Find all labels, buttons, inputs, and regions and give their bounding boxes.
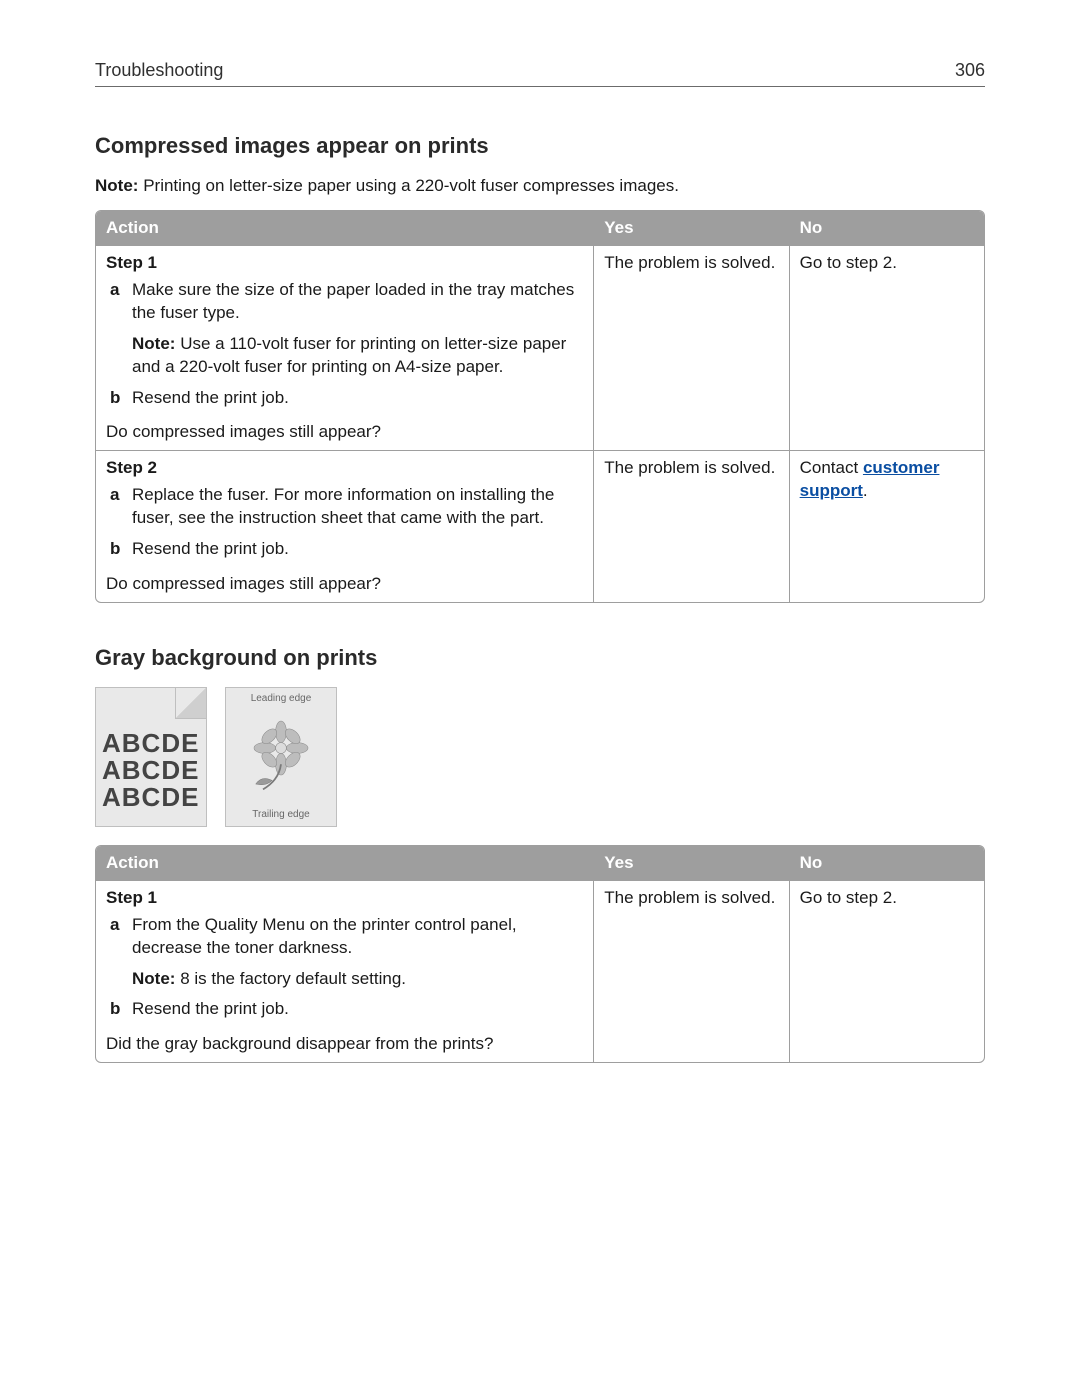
step-list: b Resend the print job. — [106, 998, 585, 1021]
item-marker: a — [106, 484, 132, 530]
item-marker: b — [106, 998, 132, 1021]
note-text: Printing on letter-size paper using a 22… — [143, 176, 679, 195]
doc-sample-text: ABCDE ABCDE ABCDE — [102, 730, 200, 812]
cell-yes: The problem is solved. — [593, 881, 788, 1063]
flower-icon — [236, 709, 326, 805]
step-title: Step 1 — [106, 252, 585, 275]
table-header-row: Action Yes No — [96, 211, 984, 246]
list-item: b Resend the print job. — [106, 538, 585, 561]
cell-no: Go to step 2. — [789, 246, 984, 451]
doc-sample-icon: ABCDE ABCDE ABCDE — [95, 687, 207, 827]
list-item: b Resend the print job. — [106, 998, 585, 1021]
cell-yes: The problem is solved. — [593, 450, 788, 602]
running-section: Troubleshooting — [95, 58, 223, 82]
no-suffix: . — [863, 481, 868, 500]
col-action: Action — [96, 211, 593, 246]
closing-question: Do compressed images still appear? — [106, 421, 585, 444]
item-text: Resend the print job. — [132, 998, 585, 1021]
note-label: Note: — [132, 969, 175, 988]
section-heading: Gray background on prints — [95, 643, 985, 673]
cell-action: Step 1 a From the Quality Menu on the pr… — [96, 881, 593, 1063]
caption-leading-edge: Leading edge — [251, 692, 312, 706]
col-yes: Yes — [593, 846, 788, 881]
list-item: b Resend the print job. — [106, 387, 585, 410]
closing-question: Do compressed images still appear? — [106, 573, 585, 596]
cell-action: Step 2 a Replace the fuser. For more inf… — [96, 450, 593, 602]
item-marker: b — [106, 387, 132, 410]
troubleshooting-table-1: Action Yes No Step 1 a Make sure the siz… — [95, 210, 985, 603]
step-list: a Make sure the size of the paper loaded… — [106, 279, 585, 325]
item-text: Make sure the size of the paper loaded i… — [132, 279, 585, 325]
col-action: Action — [96, 846, 593, 881]
no-text: Go to step 2. — [800, 888, 897, 907]
cell-no: Go to step 2. — [789, 881, 984, 1063]
caption-trailing-edge: Trailing edge — [252, 808, 309, 822]
step-title: Step 1 — [106, 887, 585, 910]
list-item: a Replace the fuser. For more informatio… — [106, 484, 585, 530]
table-header-row: Action Yes No — [96, 846, 984, 881]
cell-action: Step 1 a Make sure the size of the paper… — [96, 246, 593, 451]
item-note: Note: 8 is the factory default setting. — [132, 968, 585, 991]
step-list: a Replace the fuser. For more informatio… — [106, 484, 585, 561]
no-text: Go to step 2. — [800, 253, 897, 272]
table-row: Step 1 a Make sure the size of the paper… — [96, 246, 984, 451]
item-text: From the Quality Menu on the printer con… — [132, 914, 585, 960]
item-text: Resend the print job. — [132, 538, 585, 561]
list-item: a From the Quality Menu on the printer c… — [106, 914, 585, 960]
item-marker: a — [106, 279, 132, 325]
note-text: 8 is the factory default setting. — [180, 969, 406, 988]
doc-line: ABCDE — [102, 757, 200, 784]
table-row: Step 2 a Replace the fuser. For more inf… — [96, 450, 984, 602]
step-list: b Resend the print job. — [106, 387, 585, 410]
cell-yes: The problem is solved. — [593, 246, 788, 451]
step-list: a From the Quality Menu on the printer c… — [106, 914, 585, 960]
note-label: Note: — [95, 176, 138, 195]
col-no: No — [789, 211, 984, 246]
page-fold-icon — [175, 688, 206, 719]
closing-question: Did the gray background disappear from t… — [106, 1033, 585, 1056]
item-text: Replace the fuser. For more information … — [132, 484, 585, 530]
doc-line: ABCDE — [102, 730, 200, 757]
cell-no: Contact customer support. — [789, 450, 984, 602]
item-note: Note: Use a 110-volt fuser for printing … — [132, 333, 585, 379]
table-row: Step 1 a From the Quality Menu on the pr… — [96, 881, 984, 1063]
col-yes: Yes — [593, 211, 788, 246]
doc-line: ABCDE — [102, 784, 200, 811]
illustration-row: ABCDE ABCDE ABCDE Leading edge — [95, 687, 985, 827]
item-text: Resend the print job. — [132, 387, 585, 410]
running-page-number: 306 — [955, 58, 985, 82]
troubleshooting-table-2: Action Yes No Step 1 a From the Quality … — [95, 845, 985, 1064]
col-no: No — [789, 846, 984, 881]
section-heading: Compressed images appear on prints — [95, 131, 985, 161]
step-title: Step 2 — [106, 457, 585, 480]
item-marker: a — [106, 914, 132, 960]
no-prefix: Contact — [800, 458, 863, 477]
document-page: Troubleshooting 306 Compressed images ap… — [0, 0, 1080, 1397]
item-marker: b — [106, 538, 132, 561]
flower-sample-icon: Leading edge — [225, 687, 337, 827]
running-header: Troubleshooting 306 — [95, 58, 985, 87]
list-item: a Make sure the size of the paper loaded… — [106, 279, 585, 325]
section-note: Note: Printing on letter-size paper usin… — [95, 175, 985, 198]
note-text: Use a 110-volt fuser for printing on let… — [132, 334, 566, 376]
note-label: Note: — [132, 334, 175, 353]
